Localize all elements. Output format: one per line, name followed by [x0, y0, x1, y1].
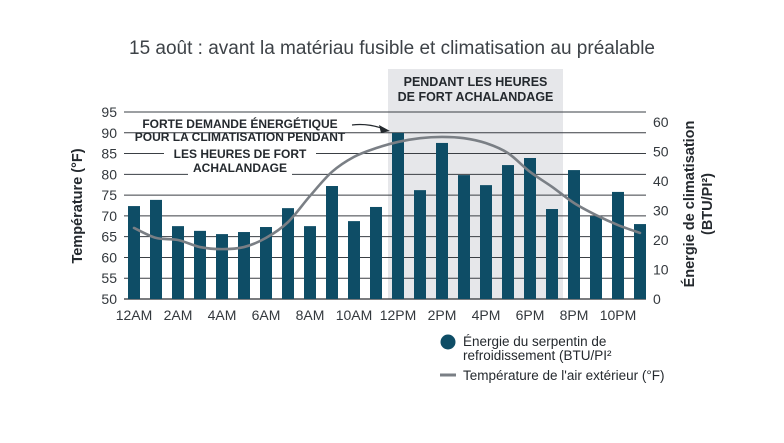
- band-label-line1: PENDANT LES HEURES: [404, 75, 548, 89]
- right-tick-label: 50: [653, 144, 669, 160]
- energy-bar: [282, 208, 294, 299]
- band-label-line2: DE FORT ACHALANDAGE: [398, 90, 554, 104]
- x-tick-label: 12AM: [116, 307, 153, 323]
- right-axis-label-line1: Énergie de climatisation: [681, 121, 698, 288]
- right-tick-label: 20: [653, 232, 669, 248]
- left-tick-label: 80: [101, 166, 117, 182]
- right-tick-label: 40: [653, 173, 669, 189]
- left-axis-ticks: 50 55 60 65 70 75 80 85 90 95: [101, 104, 117, 307]
- legend-bar-label-line2: refroidissement (BTU/PI²: [463, 348, 612, 363]
- x-tick-label: 8AM: [296, 307, 325, 323]
- left-tick-label: 60: [101, 249, 117, 265]
- annotation-background: [134, 118, 346, 132]
- right-tick-label: 10: [653, 262, 669, 278]
- annotation-background: [124, 134, 356, 148]
- energy-bars: [128, 132, 646, 299]
- annotation-background: [164, 150, 316, 164]
- annotation-background: [188, 163, 292, 176]
- energy-bar: [590, 216, 602, 299]
- energy-bar: [128, 206, 140, 299]
- annotation-line: FORTE DEMANDE ÉNERGÉTIQUE: [142, 116, 337, 131]
- right-tick-label: 30: [653, 203, 669, 219]
- left-tick-label: 90: [101, 125, 117, 141]
- energy-bar: [546, 209, 558, 299]
- energy-bar: [568, 170, 580, 299]
- left-tick-label: 65: [101, 229, 117, 245]
- energy-bar: [370, 206, 382, 299]
- legend-bar-swatch: [440, 334, 456, 350]
- x-tick-label: 2AM: [164, 307, 193, 323]
- energy-bar: [612, 191, 624, 299]
- energy-bar: [524, 157, 536, 299]
- right-tick-label: 0: [653, 291, 661, 307]
- left-tick-label: 75: [101, 187, 117, 203]
- energy-bar: [172, 226, 184, 299]
- energy-bar: [260, 227, 272, 299]
- right-axis-ticks: 0 10 20 30 40 50 60: [653, 114, 669, 307]
- right-tick-label: 60: [653, 114, 669, 130]
- x-tick-label: 8PM: [560, 307, 589, 323]
- energy-bar: [634, 224, 646, 299]
- left-axis-label: Température (°F): [70, 148, 86, 263]
- energy-bar: [238, 232, 250, 299]
- energy-bar: [216, 234, 228, 299]
- left-tick-label: 70: [101, 208, 117, 224]
- energy-bar: [392, 132, 404, 299]
- left-tick-label: 95: [101, 104, 117, 120]
- legend-bar-label-line1: Énergie du serpentin de: [463, 334, 606, 349]
- energy-bar: [436, 142, 448, 299]
- chart-title: 15 août : avant la matériau fusible et c…: [129, 38, 655, 59]
- legend: Énergie du serpentin de refroidissement …: [440, 334, 665, 383]
- x-tick-label: 12PM: [380, 307, 417, 323]
- left-tick-label: 55: [101, 270, 117, 286]
- x-tick-label: 4PM: [472, 307, 501, 323]
- annotation-line: ACHALANDAGE: [193, 161, 287, 175]
- energy-bar: [304, 226, 316, 299]
- x-axis-ticks: 12AM 2AM 4AM 6AM 8AM 10AM 12PM 2PM 4PM 6PM 8PM 10PM: [116, 307, 637, 323]
- temperature-line-group: [132, 135, 642, 251]
- annotation-arrow-head: [379, 125, 390, 133]
- annotation-line: POUR LA CLIMATISATION PENDANT: [135, 130, 346, 144]
- energy-bar: [502, 165, 514, 299]
- x-tick-label: 6AM: [252, 307, 281, 323]
- temperature-line: [132, 135, 642, 251]
- x-tick-label: 6PM: [516, 307, 545, 323]
- energy-bar: [458, 175, 470, 299]
- energy-bar: [414, 190, 426, 299]
- right-axis-label-line2: (BTU/PI²): [700, 173, 716, 235]
- legend-line-label: Température de l'air extérieur (°F): [463, 368, 665, 383]
- energy-bar: [326, 186, 338, 299]
- x-tick-label: 10PM: [600, 307, 637, 323]
- x-tick-label: 2PM: [428, 307, 457, 323]
- left-tick-label: 85: [101, 146, 117, 162]
- left-tick-label: 50: [101, 291, 117, 307]
- x-tick-label: 4AM: [208, 307, 237, 323]
- x-tick-label: 10AM: [336, 307, 373, 323]
- energy-bar: [480, 185, 492, 299]
- energy-bar: [348, 221, 360, 299]
- energy-bar: [150, 199, 162, 299]
- annotation-line: LES HEURES DE FORT: [174, 147, 307, 161]
- energy-bar: [194, 230, 206, 299]
